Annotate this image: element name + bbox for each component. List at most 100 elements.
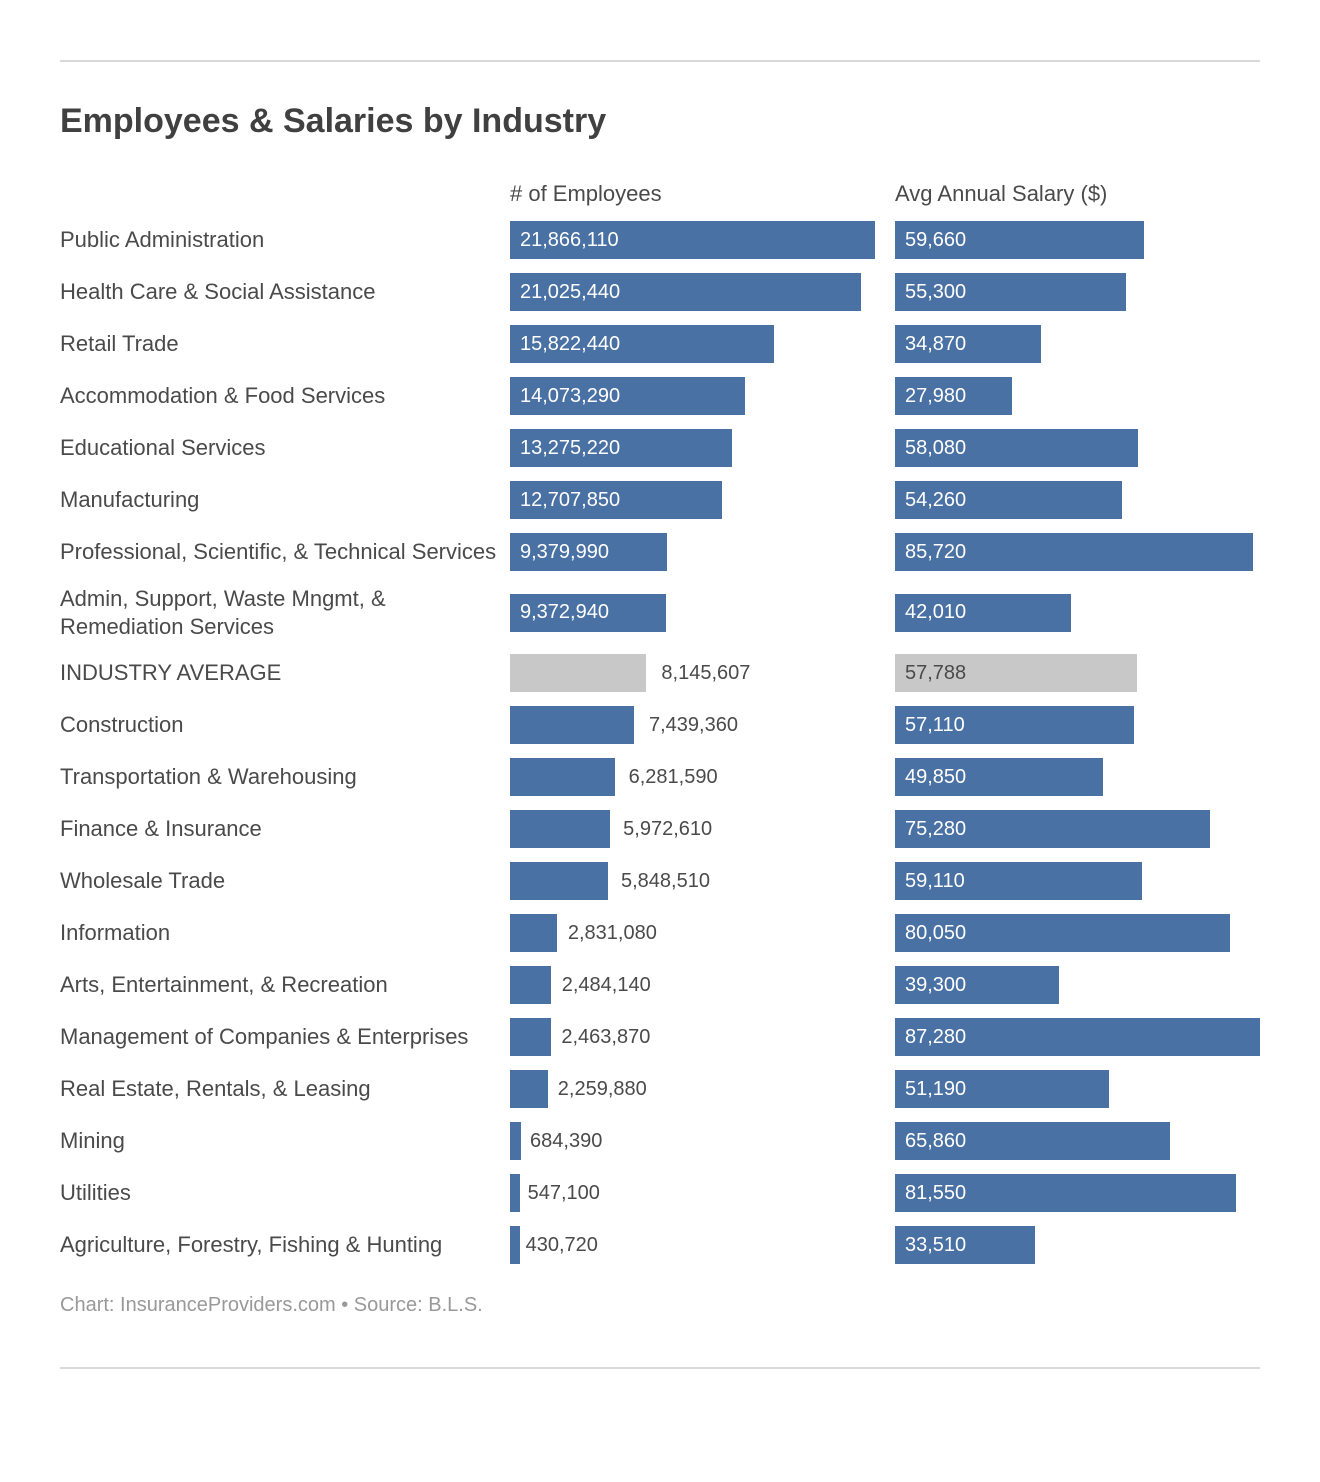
row-label: Real Estate, Rentals, & Leasing — [60, 1075, 502, 1103]
table-row: Information2,831,08080,050 — [60, 914, 1260, 952]
salary-bar: 27,980 — [895, 377, 1012, 415]
salary-value: 57,110 — [905, 714, 965, 737]
salary-value: 58,080 — [905, 437, 966, 460]
row-label: Accommodation & Food Services — [60, 382, 502, 410]
table-row: Mining684,39065,860 — [60, 1122, 1260, 1160]
table-row: Real Estate, Rentals, & Leasing 2,259,880… — [60, 1070, 1260, 1108]
employees-value: 430,720 — [526, 1234, 598, 1257]
salary-bar: 58,080 — [895, 429, 1138, 467]
row-label: Wholesale Trade — [60, 867, 502, 895]
employees-bar: 9,379,990 — [510, 533, 667, 571]
salary-bar: 65,860 — [895, 1122, 1170, 1160]
salary-value: 51,190 — [905, 1078, 966, 1101]
salary-value: 49,850 — [905, 766, 966, 789]
table-row: Public Administration 21,866,110 59,660 — [60, 221, 1260, 259]
employees-value: 5,972,610 — [623, 818, 712, 841]
salary-value: 42,010 — [905, 601, 966, 624]
salary-bar: 33,510 — [895, 1226, 1035, 1264]
chart-title: Employees & Salaries by Industry — [60, 102, 1260, 141]
employees-bar: 21,866,110 — [510, 221, 875, 259]
employees-value: 8,145,607 — [661, 662, 750, 685]
salary-bar: 59,660 — [895, 221, 1144, 259]
employees-value: 7,439,360 — [649, 714, 738, 737]
employees-bar — [510, 758, 615, 796]
employees-value: 547,100 — [528, 1182, 600, 1205]
employees-bar — [510, 862, 608, 900]
row-label: Management of Companies & Enterprises — [60, 1023, 502, 1051]
employees-value: 6,281,590 — [629, 766, 718, 789]
employees-bar: 12,707,850 — [510, 481, 722, 519]
salary-value: 33,510 — [905, 1234, 966, 1257]
employees-value: 15,822,440 — [520, 333, 620, 356]
row-label: INDUSTRY AVERAGE — [60, 659, 502, 687]
chart-rows: Public Administration 21,866,110 59,660 Hea… — [60, 221, 1260, 1264]
salary-bar: 85,720 — [895, 533, 1253, 571]
employees-value: 9,372,940 — [520, 601, 609, 624]
table-row: Manufacturing12,707,85054,260 — [60, 481, 1260, 519]
row-label: Utilities — [60, 1179, 502, 1207]
row-label: Public Administration — [60, 226, 502, 254]
table-row: Wholesale Trade5,848,51059,110 — [60, 862, 1260, 900]
salary-bar: 81,550 — [895, 1174, 1236, 1212]
salary-bar: 57,788 — [895, 654, 1137, 692]
employees-bar: 14,073,290 — [510, 377, 745, 415]
table-row: Construction 7,439,360 57,110 — [60, 706, 1260, 744]
table-row: Utilities 547,100 81,550 — [60, 1174, 1260, 1212]
row-label: Construction — [60, 711, 502, 739]
salary-value: 59,660 — [905, 229, 966, 252]
salary-value: 81,550 — [905, 1182, 966, 1205]
salary-value: 34,870 — [905, 333, 966, 356]
employees-value: 21,866,110 — [520, 229, 619, 252]
table-row: Professional, Scientific, & Technical Se… — [60, 533, 1260, 571]
table-row: Health Care & Social Assistance 21,025,44… — [60, 273, 1260, 311]
table-row: INDUSTRY AVERAGE 8,145,607 57,788 — [60, 654, 1260, 692]
row-label: Professional, Scientific, & Technical Se… — [60, 538, 502, 566]
salary-bar: 75,280 — [895, 810, 1210, 848]
salary-value: 80,050 — [905, 922, 966, 945]
employees-bar — [510, 1070, 548, 1108]
employees-column-header: # of Employees — [510, 181, 895, 211]
salary-bar: 57,110 — [895, 706, 1134, 744]
salary-bar: 51,190 — [895, 1070, 1109, 1108]
salary-value: 85,720 — [905, 541, 966, 564]
employees-value: 2,831,080 — [568, 922, 657, 945]
row-label: Transportation & Warehousing — [60, 763, 502, 791]
employees-bar — [510, 706, 634, 744]
salary-value: 27,980 — [905, 385, 966, 408]
salary-value: 75,280 — [905, 818, 966, 841]
salary-column-header: Avg Annual Salary ($) — [895, 181, 1260, 211]
salary-bar: 39,300 — [895, 966, 1059, 1004]
column-headers: # of Employees Avg Annual Salary ($) — [60, 181, 1260, 211]
bottom-rule — [60, 1367, 1260, 1369]
row-label: Finance & Insurance — [60, 815, 502, 843]
row-label: Arts, Entertainment, & Recreation — [60, 971, 502, 999]
employees-value: 2,259,880 — [558, 1078, 647, 1101]
employees-bar — [510, 654, 646, 692]
row-label: Health Care & Social Assistance — [60, 278, 502, 306]
salary-value: 39,300 — [905, 974, 966, 997]
row-label: Agriculture, Forestry, Fishing & Hunting — [60, 1231, 502, 1259]
table-row: Accommodation & Food Services 14,073,290 2… — [60, 377, 1260, 415]
chart: # of Employees Avg Annual Salary ($) Pub… — [60, 181, 1260, 1264]
table-row: Educational Services 13,275,220 58,080 — [60, 429, 1260, 467]
table-row: Admin, Support, Waste Mngmt, & Remediati… — [60, 585, 1260, 640]
employees-bar: 21,025,440 — [510, 273, 861, 311]
table-row: Retail Trade15,822,44034,870 — [60, 325, 1260, 363]
salary-bar: 42,010 — [895, 594, 1071, 632]
top-rule — [60, 60, 1260, 62]
employees-value: 12,707,850 — [520, 489, 620, 512]
employees-value: 13,275,220 — [520, 437, 620, 460]
salary-value: 65,860 — [905, 1130, 966, 1153]
employees-bar: 13,275,220 — [510, 429, 732, 467]
table-row: Arts, Entertainment, & Recreation2,484,1… — [60, 966, 1260, 1004]
row-label: Educational Services — [60, 434, 502, 462]
table-row: Transportation & Warehousing 6,281,590 49,… — [60, 758, 1260, 796]
employees-value: 2,463,870 — [561, 1026, 650, 1049]
table-row: Management of Companies & Enterprises 2,4… — [60, 1018, 1260, 1056]
salary-bar: 34,870 — [895, 325, 1041, 363]
employees-bar: 9,372,940 — [510, 594, 666, 632]
salary-bar: 87,280 — [895, 1018, 1260, 1056]
salary-value: 57,788 — [905, 662, 966, 685]
employees-value: 9,379,990 — [520, 541, 609, 564]
table-row: Agriculture, Forestry, Fishing & Hunting… — [60, 1226, 1260, 1264]
